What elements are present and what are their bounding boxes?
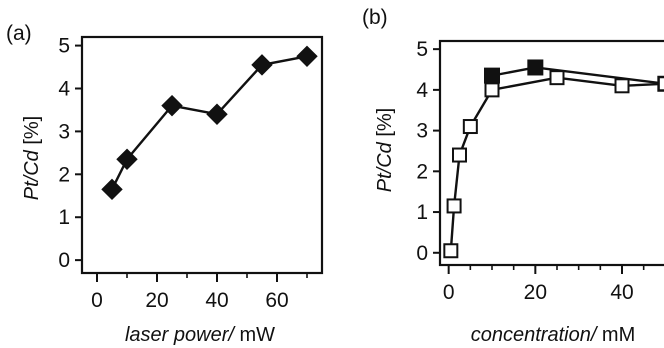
x-axis-label-a-var: laser power/ [125,324,236,346]
data-point [443,243,459,259]
y-tick-label-a: 2 [58,163,70,186]
x-axis-label-a-unit: mW [234,324,275,346]
chart-panel-a: (a) 0 1 2 3 4 5 0 20 40 60 Pt/Cd [%] laser power… [6,22,324,346]
y-tick-label-a: 3 [58,120,70,143]
data-point [206,103,228,125]
data-point [452,147,467,163]
y-tick-label-b: 1 [416,201,428,224]
y-tick-label-b: 4 [416,79,428,102]
data-point [161,94,183,117]
y-axis-label-a-var: Pt/Cd [21,149,43,200]
y-axis-label-b-unit: [%] [374,108,396,142]
series-line-a-0 [110,55,308,190]
x-tick-label-a: 0 [91,289,103,312]
data-point [251,54,273,76]
data-point [484,67,500,84]
x-tick-label-b: 20 [524,281,547,304]
chart-panel-b: (b) 0 1 2 3 4 5 0 20 40 Pt/Cd [%] concentration… [362,6,664,346]
x-axis-label-a: laser power/ mW [125,324,275,346]
y-tick-label-a: 0 [58,249,70,272]
data-point [549,70,565,86]
data-point [101,178,123,201]
series-line-b-1 [449,76,664,251]
y-tick-label-b: 3 [416,120,428,143]
panel-label-a: (a) [6,22,32,45]
data-point [614,78,630,94]
y-axis-a: 0 1 2 3 4 5 [58,35,82,272]
y-tick-label-a: 5 [58,35,70,58]
x-tick-label-a: 40 [205,289,228,312]
y-axis-label-a: Pt/Cd [%] [21,116,43,200]
data-point [116,148,138,170]
x-axis-label-b: concentration/ mM [471,324,636,346]
data-point [484,82,500,98]
series-group-a [101,45,318,201]
data-point [527,59,544,76]
data-point [296,45,318,68]
y-tick-label-b: 2 [416,160,428,183]
x-axis-label-b-unit: mM [596,324,635,346]
y-axis-label-b: Pt/Cd [%] [374,108,396,192]
data-point [462,119,478,135]
y-tick-label-a: 1 [58,206,70,229]
series-group-b [443,59,664,259]
y-axis-label-a-unit: [%] [21,116,43,150]
x-axis-a: 0 20 40 60 [91,273,308,312]
panel-label-b: (b) [362,6,388,29]
x-tick-label-a: 60 [265,289,288,312]
x-axis-b: 0 20 40 [443,265,645,304]
y-axis-label-b-var: Pt/Cd [374,141,396,192]
x-axis-label-b-var: concentration/ [471,324,599,346]
y-tick-label-a: 4 [58,77,70,100]
plot-frame-a [80,35,324,275]
y-tick-label-b: 0 [416,242,428,265]
y-tick-label-b: 5 [416,38,428,61]
data-point [446,198,462,214]
x-tick-label-b: 40 [610,281,633,304]
x-tick-label-a: 20 [145,289,168,312]
x-tick-label-b: 0 [443,281,455,304]
data-point [657,76,664,92]
y-axis-b: 0 1 2 3 4 5 [416,38,440,265]
